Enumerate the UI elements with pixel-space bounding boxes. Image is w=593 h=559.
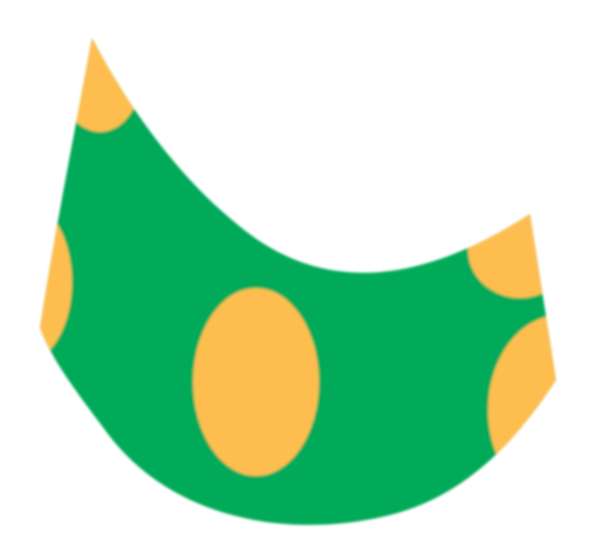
spot-center	[193, 288, 319, 476]
curved-body-shape	[40, 38, 556, 525]
spot-right-tip	[468, 202, 556, 298]
spot-top-tip	[60, 38, 140, 132]
artwork-group	[40, 38, 556, 525]
